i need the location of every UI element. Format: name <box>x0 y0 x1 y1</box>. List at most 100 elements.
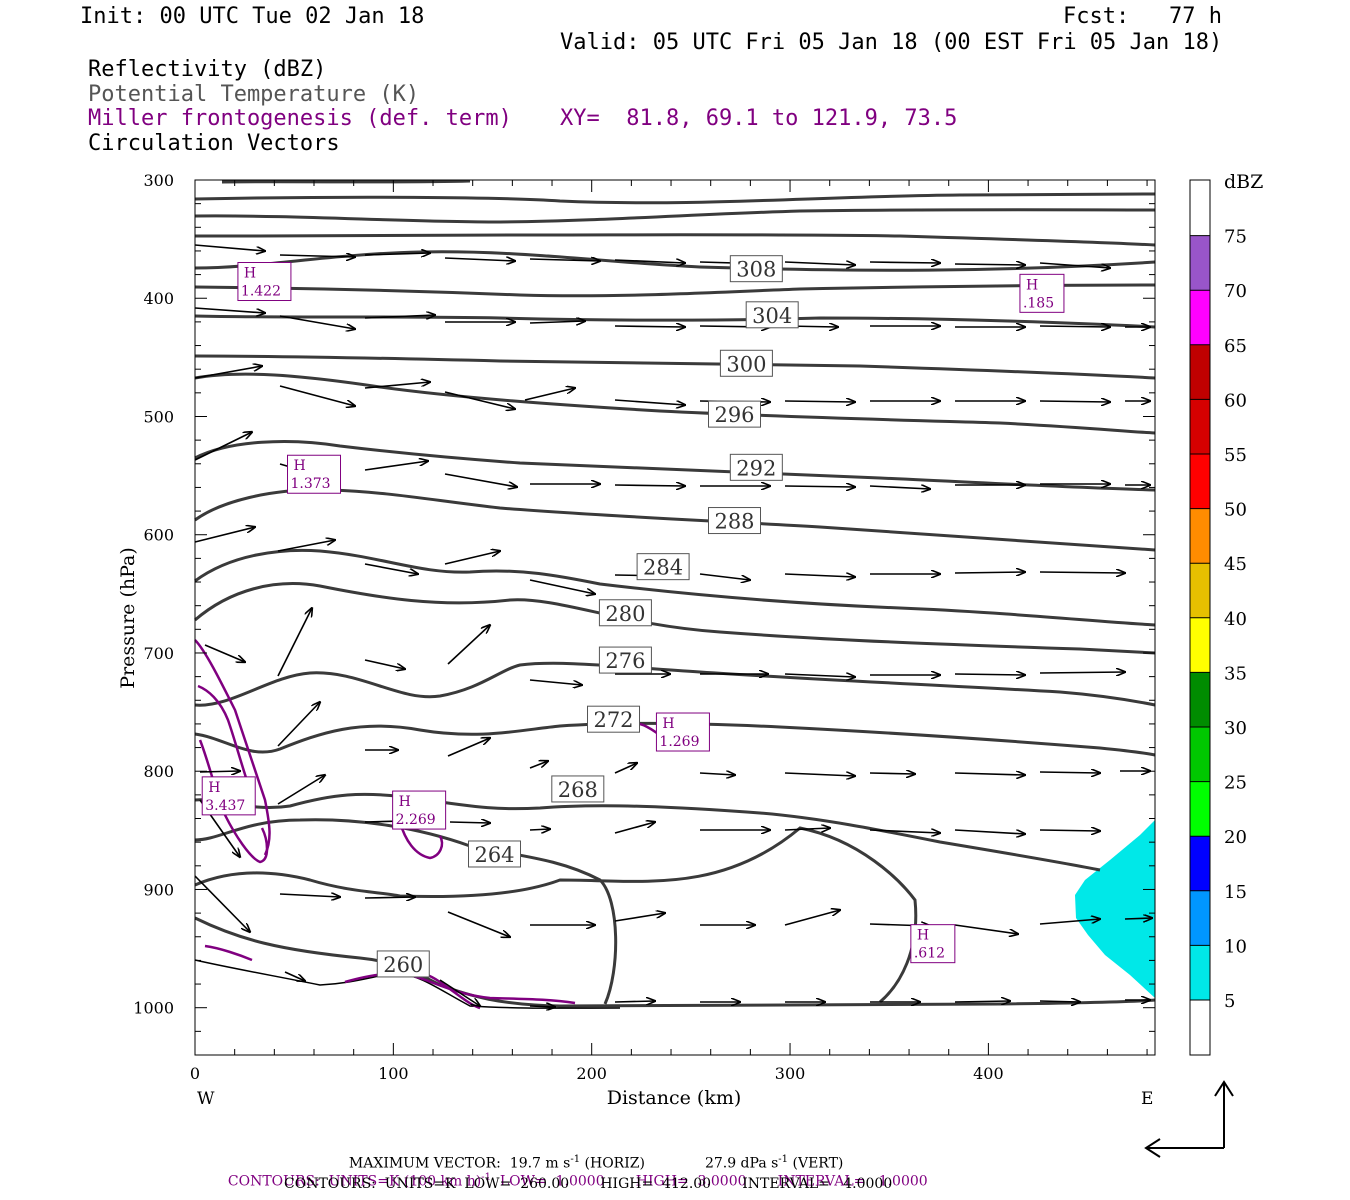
circulation-vector <box>614 260 685 263</box>
reflectivity-colorbar: 5 10 15 20 25 30 35 40 45 50 55 60 65 70 75 <box>1189 179 1247 1056</box>
circulation-vectors <box>194 244 1152 1007</box>
circulation-vector <box>1039 326 1110 327</box>
theta-label: 280 <box>605 602 645 626</box>
theta-label: 276 <box>605 649 645 673</box>
theta-label: 288 <box>714 510 754 534</box>
fg-high-label: H <box>208 780 220 796</box>
colorbar-swatch <box>1190 344 1210 400</box>
fg-high-value: .185 <box>1023 295 1054 311</box>
theta-label-box <box>376 950 430 978</box>
circulation-vector <box>1039 1001 1080 1002</box>
fg-high-box <box>201 776 256 816</box>
x-axis-left-end: W <box>197 1089 215 1109</box>
circulation-vector <box>277 702 320 747</box>
theta-label-box <box>551 775 605 803</box>
theta-label: 308 <box>736 258 776 282</box>
circulation-vector <box>784 262 855 265</box>
circulation-vector <box>1039 672 1125 673</box>
axis-tick-labels: 300 400 500 600 700 800 900 1000 0 100 200 300 400 <box>133 171 1003 1083</box>
fg-high-value: 1.373 <box>291 476 331 492</box>
footer-theta-contours: CONTOURS: UNITS=K LOW= 260.00 HIGH= 412.… <box>284 1176 893 1192</box>
circulation-vector <box>614 913 665 922</box>
circulation-vector <box>279 255 355 257</box>
field-frontogenesis: Miller frontogenesis (def. term) <box>88 106 512 131</box>
circulation-vector <box>699 573 750 580</box>
init-time: Init: 00 UTC Tue 02 Jan 18 <box>80 4 425 29</box>
circulation-vector <box>954 924 1018 934</box>
circulation-vector <box>614 822 655 834</box>
fg-high-value: 1.269 <box>659 734 699 750</box>
fg-high-value: .612 <box>914 946 945 962</box>
y-tick-label: 1000 <box>133 999 174 1018</box>
circulation-vector <box>277 775 325 805</box>
colorbar-swatch <box>1190 454 1210 509</box>
colorbar-swatch <box>1190 617 1210 673</box>
circulation-vector <box>529 761 548 769</box>
colorbar-swatch <box>1190 508 1210 564</box>
theta-label-box <box>598 646 652 674</box>
circulation-vector <box>204 644 245 662</box>
colorbar-swatch <box>1190 290 1210 345</box>
colorbar-label: 50 <box>1224 500 1247 521</box>
x-axis-right-end: E <box>1141 1089 1153 1109</box>
y-tick-label: 300 <box>143 171 174 190</box>
circulation-vector <box>784 574 855 577</box>
colorbar-swatch <box>1190 836 1210 891</box>
circulation-vector <box>194 307 265 313</box>
cross-section-endpoints: XY= 81.8, 69.1 to 121.9, 73.5 <box>560 106 958 131</box>
x-tick-label: 400 <box>973 1064 1004 1083</box>
theta-label: 292 <box>736 456 776 480</box>
circulation-vector <box>1039 401 1110 402</box>
circulation-vector <box>364 382 430 389</box>
theta-label-box <box>708 507 762 535</box>
x-tick-label: 200 <box>576 1064 607 1083</box>
colorbar-label: 40 <box>1224 609 1247 630</box>
circulation-vector <box>529 1006 555 1007</box>
theta-label-box <box>729 255 783 283</box>
circulation-vector <box>614 399 685 405</box>
frontogenesis-high-labels: H 1.422 H .185 H 1.373 H 1.269 H 3.437 H 2.269 H .612 <box>201 262 1065 964</box>
y-tick-label: 600 <box>143 526 174 545</box>
fg-high-box <box>655 712 710 752</box>
field-vectors: Circulation Vectors <box>88 131 340 156</box>
circulation-vector <box>1039 772 1100 773</box>
circulation-vector <box>447 625 490 665</box>
field-reflectivity: Reflectivity (dBZ) <box>88 57 327 82</box>
colorbar-label: 60 <box>1224 390 1247 411</box>
footer-frontogenesis-contours: CONTOURS: UNITS=K (100 km h)-1 LOW= 1.00… <box>227 1172 928 1190</box>
fg-high-value: 1.422 <box>241 284 281 300</box>
circulation-vector <box>199 771 240 772</box>
colorbar-label: 30 <box>1224 718 1247 739</box>
circulation-vector <box>614 763 637 774</box>
circulation-vector <box>614 326 685 327</box>
circulation-vector <box>954 829 1025 834</box>
circulation-vector <box>524 388 575 401</box>
circulation-vector <box>614 1001 655 1002</box>
circulation-vector <box>869 830 940 833</box>
circulation-vector <box>284 971 305 981</box>
circulation-vector <box>784 401 855 402</box>
colorbar-label: 15 <box>1224 882 1247 903</box>
x-tick-label: 100 <box>378 1064 409 1083</box>
colorbar-swatch <box>1190 672 1210 727</box>
colorbar-swatch <box>1190 235 1210 291</box>
circulation-vector <box>444 473 517 487</box>
colorbar-label: 75 <box>1224 227 1247 248</box>
theta-contours <box>194 179 1156 1008</box>
circulation-vector <box>444 258 515 261</box>
colorbar-label: 25 <box>1224 773 1247 794</box>
theta-label: 260 <box>383 953 423 977</box>
circulation-vector <box>279 315 355 329</box>
theta-label-box <box>745 301 799 329</box>
circulation-vector <box>444 391 515 409</box>
fg-high-box <box>237 262 292 302</box>
circulation-vector <box>279 385 355 406</box>
y-tick-label: 500 <box>143 407 174 426</box>
colorbar-label: 5 <box>1224 991 1235 1012</box>
circulation-vector <box>529 259 600 261</box>
footer-max-vector: MAXIMUM VECTOR: 19.7 m s-1 (HORIZ) 27.9 d… <box>348 1154 844 1172</box>
forecast-hour: Fcst: 77 h <box>1063 4 1222 29</box>
fg-high-box <box>392 790 447 830</box>
fg-high-label: H <box>917 928 929 944</box>
